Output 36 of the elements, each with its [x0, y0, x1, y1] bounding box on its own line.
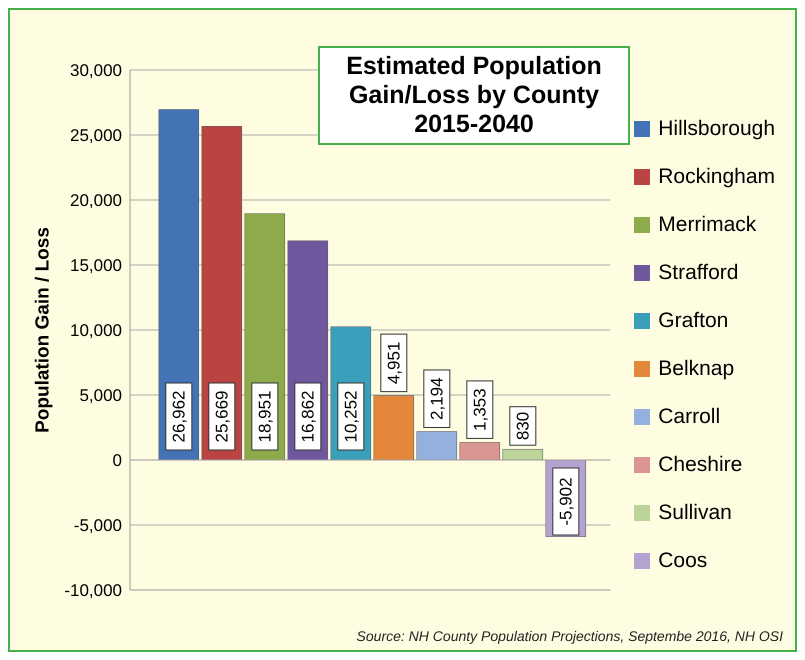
bar	[460, 442, 500, 460]
y-tick-label: 15,000	[70, 256, 122, 276]
bar	[374, 395, 414, 460]
y-tick-label: -10,000	[64, 581, 122, 600]
data-label: -5,902	[556, 477, 576, 526]
data-label: 10,252	[341, 390, 360, 442]
y-tick-label: 0	[112, 451, 122, 470]
data-label: 16,862	[298, 390, 318, 442]
data-label: 25,669	[212, 390, 232, 442]
y-tick-label: 20,000	[70, 191, 122, 210]
bar	[416, 431, 458, 460]
legend-label: Sullivan	[658, 500, 732, 526]
y-tick-label: -5,000	[74, 516, 122, 536]
chart-title: Estimated Population Gain/Loss by County 2015-2040	[318, 46, 630, 145]
data-label: 1,353	[470, 388, 490, 431]
legend-label: Grafton	[658, 308, 728, 334]
y-axis-title: Population Gain / Loss	[32, 227, 54, 433]
legend-label: Cheshire	[658, 452, 742, 478]
y-tick-label: 5,000	[79, 386, 122, 406]
y-tick-label: 10,000	[70, 321, 122, 340]
legend-label: Rockingham	[658, 164, 775, 190]
data-label: 18,951	[255, 390, 274, 442]
legend-label: Hillsborough	[658, 116, 775, 142]
legend-label: Strafford	[658, 260, 738, 286]
legend-label: Belknap	[658, 356, 734, 382]
y-tick-label: 30,000	[70, 61, 122, 80]
y-tick-label: 25,000	[70, 126, 122, 146]
legend-label: Carroll	[658, 404, 720, 430]
legend-label: Merrimack	[658, 212, 756, 238]
data-label: 4,951	[384, 342, 404, 384]
source-note: Source: NH County Population Projections, Septembe 2016, NH OSI	[356, 628, 783, 644]
bar	[502, 448, 544, 460]
data-label: 830	[513, 412, 532, 440]
data-label: 2,194	[427, 377, 446, 420]
legend-label: Coos	[658, 548, 708, 574]
data-label: 26,962	[169, 390, 188, 442]
